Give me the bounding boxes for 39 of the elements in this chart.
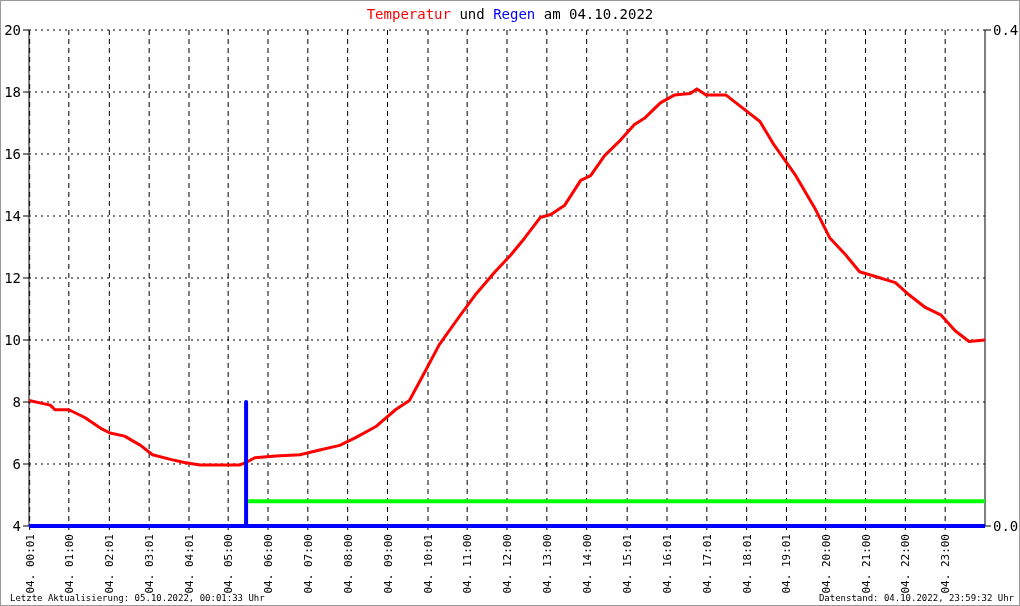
x-tick-label: 04. 06:00 <box>262 534 275 594</box>
text: Datenstand: 04.10.2022, 23:59:32 Uhr <box>818 593 1015 603</box>
x-tick-label: 04. 12:00 <box>501 534 514 594</box>
x-tick-label: 04. 05:00 <box>222 534 236 594</box>
y-tick-label: 4 <box>12 518 21 534</box>
x-tick-label: 04. 03:01 <box>143 534 157 594</box>
x-tick-label: 04. 04:01 <box>183 534 196 594</box>
y-tick-label: 20 <box>4 22 21 38</box>
y-tick-label: 8 <box>12 394 21 410</box>
x-tick-label: 04. 08:00 <box>341 534 355 594</box>
x-tick-label: 04. 16:01 <box>661 534 674 594</box>
y-tick-label: 6 <box>12 456 21 472</box>
x-tick-label: 04. 20:00 <box>819 534 833 594</box>
x-tick-label: 04. 07:00 <box>301 534 315 594</box>
x-tick-label: 04. 23:00 <box>939 534 953 594</box>
x-tick-label: 04. 22:00 <box>899 534 913 594</box>
x-tick-label: 04. 02:01 <box>103 534 117 594</box>
x-tick-label: 04. 09:00 <box>381 534 395 594</box>
y-tick-label: 12 <box>4 270 21 286</box>
y2-tick-label: 0.0 <box>993 518 1019 534</box>
y-tick-label: 18 <box>4 84 21 100</box>
chart-title: Temperatur und Regen am 04.10.2022 <box>366 6 654 22</box>
x-tick-label: 04. 19:01 <box>780 534 794 594</box>
x-tick-label: 04. 01:00 <box>62 534 76 594</box>
y-tick-label: 16 <box>4 146 21 162</box>
x-tick-label: 04. 13:00 <box>540 534 554 594</box>
text: Letzte Aktualisierung: 05.10.2022, 00:01:33 Uhr <box>10 593 266 603</box>
x-tick-label: 04. 11:00 <box>461 534 475 594</box>
x-tick-label: 04. 10:01 <box>422 534 435 594</box>
x-tick-label: 04. 15:01 <box>621 534 635 594</box>
x-tick-label: 04. 00:01 <box>23 534 37 594</box>
x-tick-label: 04. 21:00 <box>859 534 873 594</box>
y2-tick-label: 0.4 <box>993 22 1019 38</box>
line-series <box>27 87 987 467</box>
y-tick-label: 14 <box>4 208 21 224</box>
x-tick-label: 04. 18:01 <box>740 534 754 594</box>
y-tick-label: 10 <box>4 332 21 348</box>
x-tick-label: 04. 17:01 <box>700 534 714 594</box>
x-tick-label: 04. 14:00 <box>580 534 594 594</box>
